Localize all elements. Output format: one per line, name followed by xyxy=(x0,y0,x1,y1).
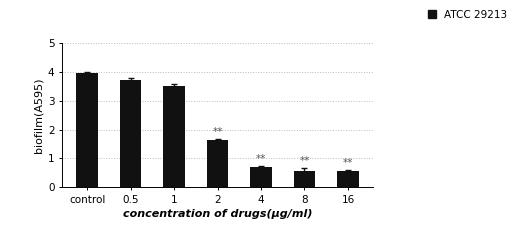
Text: **: ** xyxy=(212,126,223,137)
Bar xyxy=(337,171,359,187)
Bar xyxy=(250,167,272,187)
Bar xyxy=(120,80,141,187)
Text: **: ** xyxy=(299,156,310,166)
Text: **: ** xyxy=(256,154,266,164)
Bar xyxy=(163,86,185,187)
Bar xyxy=(207,140,228,187)
Text: **: ** xyxy=(343,158,353,168)
X-axis label: concentration of drugs(μg/ml): concentration of drugs(μg/ml) xyxy=(123,209,312,219)
Bar xyxy=(294,171,315,187)
Legend: ATCC 29213: ATCC 29213 xyxy=(428,10,508,20)
Y-axis label: biofilm(A595): biofilm(A595) xyxy=(34,78,44,153)
Bar xyxy=(76,73,98,187)
